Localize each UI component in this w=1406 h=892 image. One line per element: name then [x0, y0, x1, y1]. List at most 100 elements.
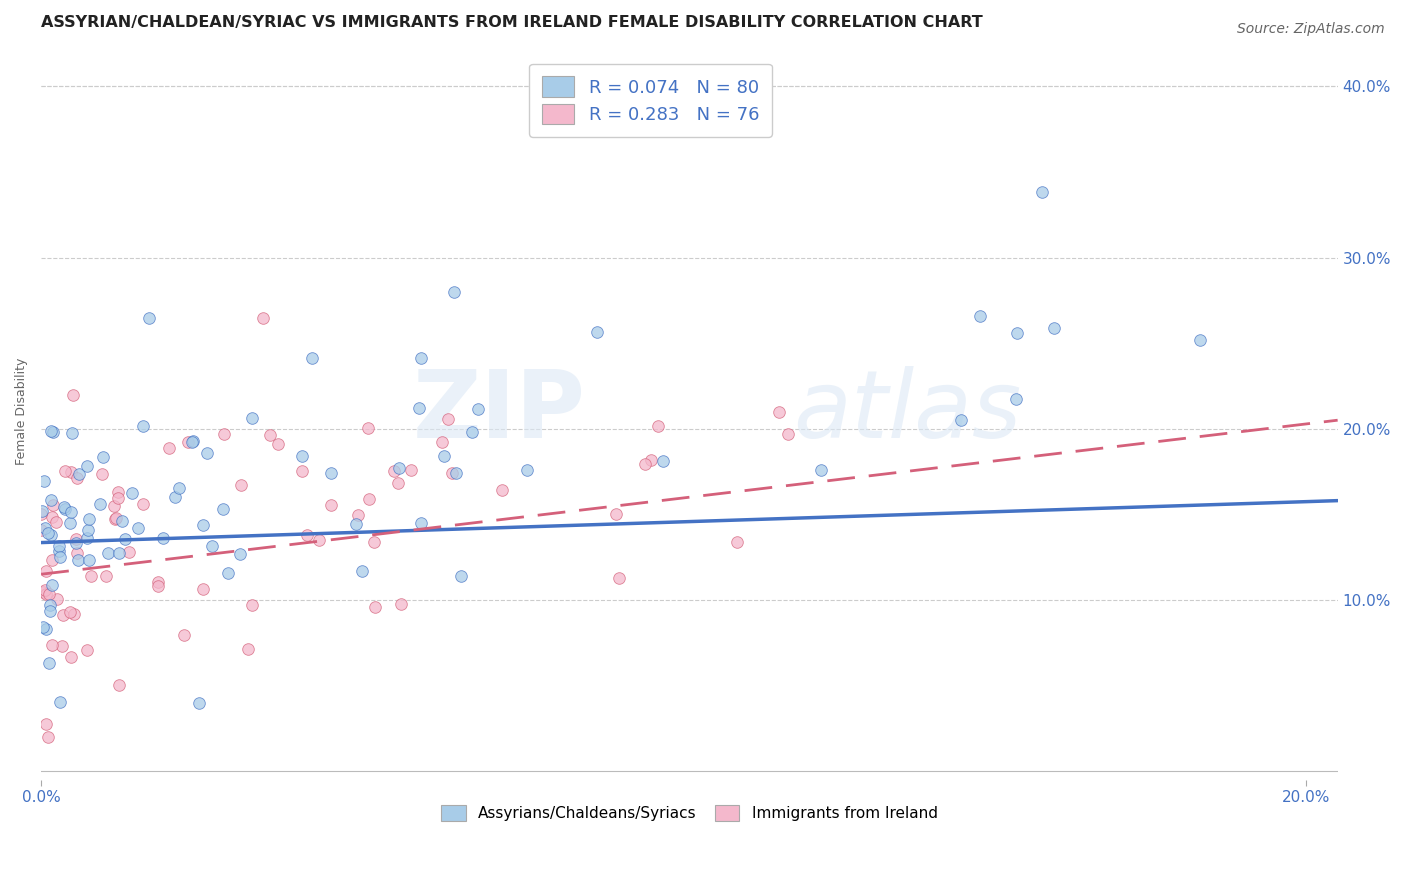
Point — [53, 464, 76, 478]
Point — [89, 497, 111, 511]
Point — [48, 544, 70, 558]
Point — [191, 582, 214, 597]
Point — [93, 450, 115, 464]
Point — [229, 547, 252, 561]
Point — [240, 411, 263, 425]
Point — [191, 517, 214, 532]
Point — [183, 434, 205, 448]
Point — [409, 351, 432, 365]
Point — [97, 546, 120, 560]
Point — [66, 471, 89, 485]
Point — [32, 585, 55, 599]
Point — [60, 425, 83, 440]
Point — [76, 531, 98, 545]
Point — [35, 565, 58, 579]
Point — [1031, 185, 1053, 199]
Point — [157, 441, 180, 455]
Point — [65, 532, 87, 546]
Point — [38, 656, 60, 670]
Point — [108, 678, 131, 692]
Point — [48, 695, 70, 709]
Point — [437, 412, 460, 426]
Point — [76, 459, 98, 474]
Point — [240, 598, 263, 612]
Point — [152, 531, 174, 545]
Point — [42, 499, 65, 513]
Point — [67, 467, 90, 481]
Point — [127, 521, 149, 535]
Point — [173, 628, 195, 642]
Text: atlas: atlas — [793, 366, 1021, 457]
Text: Source: ZipAtlas.com: Source: ZipAtlas.com — [1237, 22, 1385, 37]
Point — [42, 425, 65, 440]
Point — [63, 607, 86, 621]
Point — [217, 566, 239, 581]
Text: ZIP: ZIP — [413, 366, 586, 458]
Point — [65, 536, 87, 550]
Point — [34, 587, 56, 601]
Point — [647, 419, 669, 434]
Point — [148, 575, 170, 590]
Point — [59, 605, 82, 619]
Point — [291, 450, 314, 464]
Point — [114, 533, 136, 547]
Point — [387, 475, 409, 490]
Point — [188, 696, 211, 710]
Point — [167, 481, 190, 495]
Point — [32, 619, 55, 633]
Point — [344, 516, 367, 531]
Point — [31, 523, 53, 537]
Point — [59, 649, 82, 664]
Point — [76, 643, 98, 657]
Point — [295, 528, 318, 542]
Point — [432, 434, 454, 449]
Point — [441, 466, 464, 480]
Point — [605, 507, 627, 521]
Point — [41, 424, 63, 438]
Point — [48, 539, 70, 553]
Point — [301, 351, 323, 365]
Point — [41, 528, 63, 542]
Point — [45, 592, 67, 607]
Point — [308, 533, 330, 548]
Point — [148, 579, 170, 593]
Point — [41, 510, 63, 524]
Point — [516, 463, 538, 477]
Point — [31, 507, 53, 521]
Point — [212, 426, 235, 441]
Point — [433, 449, 456, 463]
Point — [39, 492, 62, 507]
Point — [359, 491, 381, 506]
Point — [79, 568, 101, 582]
Point — [34, 521, 56, 535]
Point — [319, 498, 342, 512]
Point — [197, 445, 219, 459]
Point — [38, 598, 60, 612]
Point — [652, 454, 675, 468]
Point — [41, 638, 63, 652]
Point — [387, 461, 409, 475]
Point — [352, 565, 374, 579]
Point — [461, 425, 484, 439]
Legend: Assyrians/Chaldeans/Syriacs, Immigrants from Ireland: Assyrians/Chaldeans/Syriacs, Immigrants … — [436, 799, 943, 827]
Point — [949, 413, 972, 427]
Point — [607, 571, 630, 585]
Point — [38, 604, 60, 618]
Point — [37, 526, 59, 541]
Point — [107, 485, 129, 500]
Point — [131, 496, 153, 510]
Point — [110, 514, 132, 528]
Point — [640, 453, 662, 467]
Text: ASSYRIAN/CHALDEAN/SYRIAC VS IMMIGRANTS FROM IRELAND FEMALE DISABILITY CORRELATIO: ASSYRIAN/CHALDEAN/SYRIAC VS IMMIGRANTS F… — [41, 15, 983, 30]
Point — [66, 546, 89, 560]
Point — [321, 466, 343, 480]
Point — [34, 582, 56, 597]
Point — [59, 505, 82, 519]
Point — [408, 401, 430, 415]
Point — [252, 310, 274, 325]
Point — [34, 716, 56, 731]
Point — [37, 730, 59, 744]
Point — [450, 568, 472, 582]
Point — [768, 405, 790, 419]
Point — [357, 420, 380, 434]
